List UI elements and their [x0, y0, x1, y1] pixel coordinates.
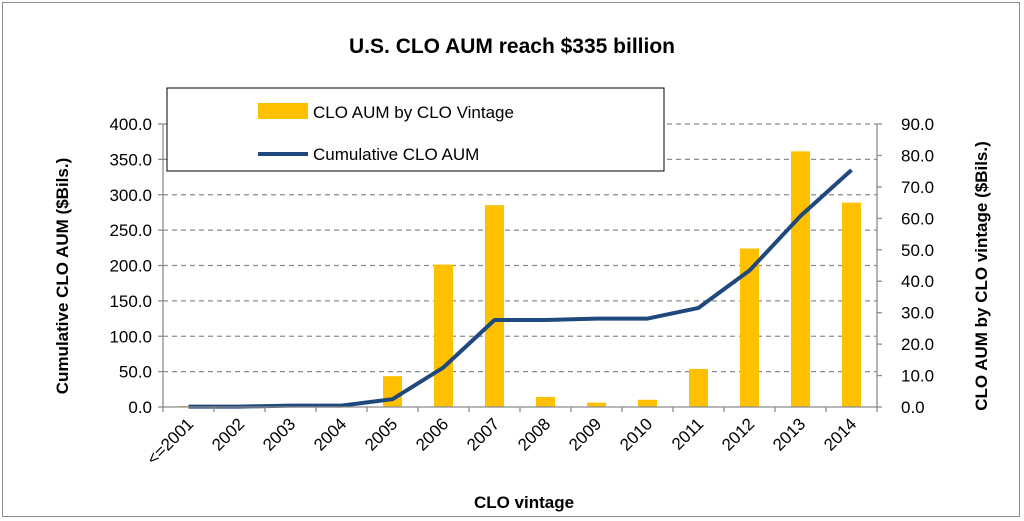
left-y-axis-label: Cumulative CLO AUM ($Bils.): [53, 158, 72, 394]
bar: [842, 202, 861, 407]
left-y-ticks: 0.0 50.0 100.0 150.0 200.0 250.0 300.0 350.0 400…: [109, 115, 152, 417]
left-tick-label: 200.0: [109, 257, 152, 276]
x-axis-label: CLO vintage: [474, 493, 574, 512]
right-tick-label: 40.0: [901, 272, 934, 291]
x-tick-label: 2005: [361, 414, 401, 454]
left-tick-label: 400.0: [109, 115, 152, 134]
bar: [536, 396, 555, 407]
left-tick-label: 150.0: [109, 292, 152, 311]
right-tick-label: 70.0: [901, 178, 934, 197]
x-tick-label: 2006: [412, 414, 452, 454]
x-tick-label: 2004: [310, 414, 350, 454]
left-tick-label: 100.0: [109, 327, 152, 346]
left-tick-label: 300.0: [109, 186, 152, 205]
x-tick-label: 2010: [616, 414, 656, 454]
right-tick-label: 30.0: [901, 304, 934, 323]
x-tick-label: 2007: [463, 414, 503, 454]
x-ticks: <=2001 2002 2003 2004 2005 2006 2007 2008 2009 20…: [143, 414, 860, 468]
x-tick-label: <=2001: [143, 414, 197, 468]
x-tick-label: 2003: [259, 414, 299, 454]
right-y-axis-label: CLO AUM by CLO vintage ($Bils.): [972, 141, 991, 411]
right-tick-label: 20.0: [901, 335, 934, 354]
right-y-ticks: 0.0 10.0 20.0 30.0 40.0 50.0 60.0 70.0 80.0 90.0: [901, 115, 934, 417]
x-tick-label: 2002: [208, 414, 248, 454]
left-tick-label: 350.0: [109, 150, 152, 169]
x-tick-label: 2013: [769, 414, 809, 454]
right-tick-label: 60.0: [901, 209, 934, 228]
right-tick-label: 10.0: [901, 367, 934, 386]
x-tick-label: 2011: [668, 414, 707, 453]
series-line: [188, 168, 853, 409]
line-series: [188, 168, 853, 409]
bar: [434, 264, 453, 407]
bar: [587, 402, 606, 407]
left-tick-label: 50.0: [119, 363, 152, 382]
right-tick-label: 50.0: [901, 241, 934, 260]
bar: [740, 248, 759, 407]
legend-bar-label: CLO AUM by CLO Vintage: [313, 103, 514, 122]
bar-series: [179, 151, 861, 407]
right-tick-label: 0.0: [901, 398, 925, 417]
axes: [158, 123, 882, 412]
right-tick-label: 90.0: [901, 115, 934, 134]
legend-bar-swatch: [258, 103, 308, 119]
x-tick-label: 2008: [514, 414, 554, 454]
x-tick-label: 2009: [565, 414, 605, 454]
legend-box: [166, 87, 665, 172]
chart-title: U.S. CLO AUM reach $335 billion: [349, 35, 675, 58]
x-tick-label: 2014: [820, 414, 860, 454]
bar: [791, 151, 810, 407]
legend-line-label: Cumulative CLO AUM: [313, 145, 479, 164]
x-tick-label: 2012: [718, 414, 758, 454]
right-tick-label: 80.0: [901, 146, 934, 165]
bar: [689, 368, 708, 407]
left-tick-label: 250.0: [109, 221, 152, 240]
left-tick-label: 0.0: [128, 398, 152, 417]
bar: [638, 399, 657, 407]
bar: [383, 376, 402, 407]
legend: CLO AUM by CLO Vintage Cumulative CLO AU…: [166, 87, 665, 172]
bar: [485, 205, 504, 407]
